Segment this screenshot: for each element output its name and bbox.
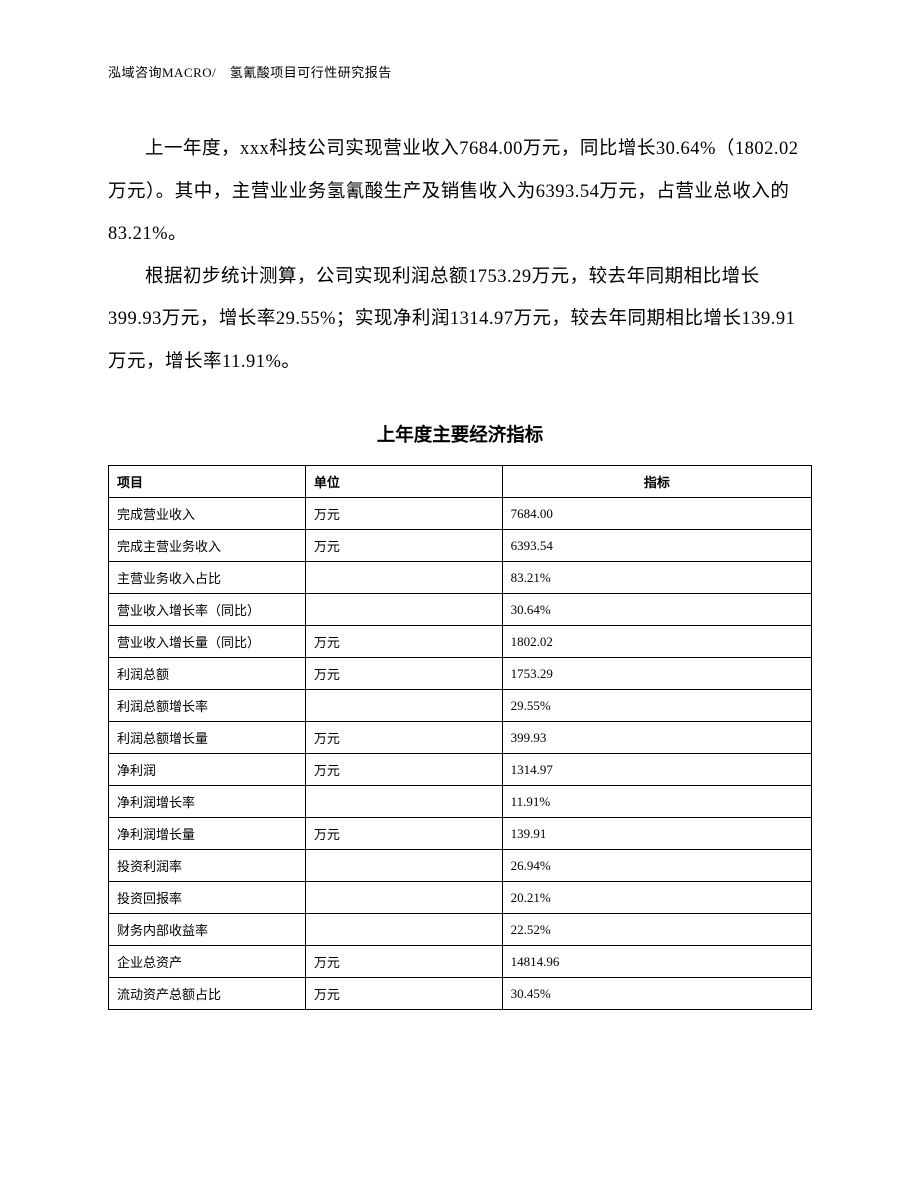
table-row: 完成主营业务收入 万元 6393.54 [109, 530, 812, 562]
cell-item: 营业收入增长量（同比） [109, 626, 306, 658]
cell-unit: 万元 [305, 946, 502, 978]
table-row: 净利润 万元 1314.97 [109, 754, 812, 786]
cell-item: 完成主营业务收入 [109, 530, 306, 562]
cell-value: 1753.29 [502, 658, 811, 690]
cell-item: 净利润 [109, 754, 306, 786]
cell-unit [305, 690, 502, 722]
cell-unit [305, 850, 502, 882]
cell-value: 83.21% [502, 562, 811, 594]
cell-value: 1802.02 [502, 626, 811, 658]
table-header-row: 项目 单位 指标 [109, 466, 812, 498]
cell-value: 30.64% [502, 594, 811, 626]
cell-item: 投资回报率 [109, 882, 306, 914]
col-header-value: 指标 [502, 466, 811, 498]
paragraph-1: 上一年度，xxx科技公司实现营业收入7684.00万元，同比增长30.64%（1… [108, 128, 812, 256]
cell-unit: 万元 [305, 722, 502, 754]
cell-unit: 万元 [305, 658, 502, 690]
table-title: 上年度主要经济指标 [108, 421, 812, 447]
cell-item: 企业总资产 [109, 946, 306, 978]
cell-value: 1314.97 [502, 754, 811, 786]
cell-item: 利润总额增长量 [109, 722, 306, 754]
economic-indicators-table: 项目 单位 指标 完成营业收入 万元 7684.00 完成主营业务收入 万元 6… [108, 465, 812, 1010]
cell-item: 流动资产总额占比 [109, 978, 306, 1010]
page-header: 泓域咨询MACRO/ 氢氰酸项目可行性研究报告 [108, 62, 392, 81]
cell-unit: 万元 [305, 754, 502, 786]
table-row: 财务内部收益率 22.52% [109, 914, 812, 946]
cell-value: 399.93 [502, 722, 811, 754]
cell-unit: 万元 [305, 626, 502, 658]
main-content: 上一年度，xxx科技公司实现营业收入7684.00万元，同比增长30.64%（1… [108, 128, 812, 1010]
table-row: 投资回报率 20.21% [109, 882, 812, 914]
cell-value: 14814.96 [502, 946, 811, 978]
table-row: 完成营业收入 万元 7684.00 [109, 498, 812, 530]
cell-item: 财务内部收益率 [109, 914, 306, 946]
cell-unit: 万元 [305, 818, 502, 850]
cell-item: 投资利润率 [109, 850, 306, 882]
cell-unit [305, 594, 502, 626]
cell-value: 30.45% [502, 978, 811, 1010]
col-header-item: 项目 [109, 466, 306, 498]
cell-value: 29.55% [502, 690, 811, 722]
cell-value: 6393.54 [502, 530, 811, 562]
cell-item: 净利润增长率 [109, 786, 306, 818]
cell-value: 11.91% [502, 786, 811, 818]
table-row: 营业收入增长率（同比） 30.64% [109, 594, 812, 626]
cell-unit: 万元 [305, 530, 502, 562]
cell-unit: 万元 [305, 498, 502, 530]
table-row: 净利润增长量 万元 139.91 [109, 818, 812, 850]
col-header-unit: 单位 [305, 466, 502, 498]
cell-item: 利润总额 [109, 658, 306, 690]
cell-item: 利润总额增长率 [109, 690, 306, 722]
table-row: 利润总额增长率 29.55% [109, 690, 812, 722]
cell-item: 营业收入增长率（同比） [109, 594, 306, 626]
table-row: 企业总资产 万元 14814.96 [109, 946, 812, 978]
cell-value: 26.94% [502, 850, 811, 882]
table-row: 营业收入增长量（同比） 万元 1802.02 [109, 626, 812, 658]
cell-value: 20.21% [502, 882, 811, 914]
cell-item: 完成营业收入 [109, 498, 306, 530]
cell-value: 22.52% [502, 914, 811, 946]
cell-item: 净利润增长量 [109, 818, 306, 850]
cell-unit [305, 562, 502, 594]
table-row: 净利润增长率 11.91% [109, 786, 812, 818]
table-row: 投资利润率 26.94% [109, 850, 812, 882]
cell-unit: 万元 [305, 978, 502, 1010]
cell-value: 7684.00 [502, 498, 811, 530]
table-row: 利润总额 万元 1753.29 [109, 658, 812, 690]
table-row: 主营业务收入占比 83.21% [109, 562, 812, 594]
cell-item: 主营业务收入占比 [109, 562, 306, 594]
cell-unit [305, 882, 502, 914]
cell-unit [305, 914, 502, 946]
table-row: 利润总额增长量 万元 399.93 [109, 722, 812, 754]
cell-value: 139.91 [502, 818, 811, 850]
cell-unit [305, 786, 502, 818]
table-row: 流动资产总额占比 万元 30.45% [109, 978, 812, 1010]
paragraph-2: 根据初步统计测算，公司实现利润总额1753.29万元，较去年同期相比增长399.… [108, 256, 812, 384]
